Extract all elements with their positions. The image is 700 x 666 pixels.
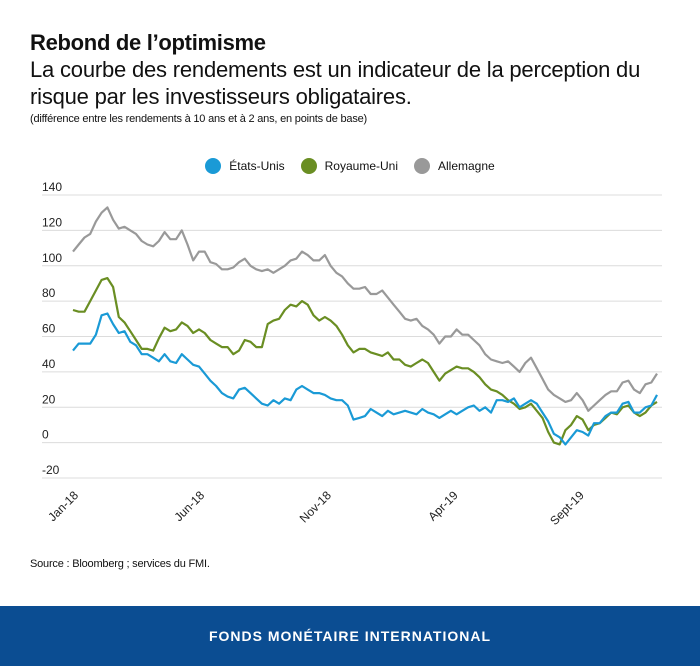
chart-note: (différence entre les rendements à 10 an… (30, 113, 368, 125)
y-tick-label: 20 (42, 392, 56, 406)
legend-label: Allemagne (438, 159, 495, 173)
y-tick-label: 80 (42, 286, 56, 300)
x-tick-label: Jan-18 (45, 488, 81, 524)
x-tick-label: Nov-18 (297, 488, 334, 525)
chart-title: Rebond de l’optimisme (30, 30, 266, 55)
legend-marker-icon (414, 158, 430, 174)
y-tick-label: 120 (42, 215, 62, 229)
legend-label: Royaume-Uni (324, 159, 398, 173)
series-line-de (72, 206, 658, 412)
chart-subtitle: La courbe des rendements est un indicate… (30, 57, 641, 109)
y-tick-label: 100 (42, 251, 62, 265)
footer-banner: FONDS MONÉTAIRE INTERNATIONAL (0, 606, 700, 666)
series-line-us (72, 312, 658, 446)
x-tick-label: Sept-19 (547, 488, 587, 528)
y-tick-label: 60 (42, 322, 56, 336)
footer-brand: FONDS MONÉTAIRE INTERNATIONAL (208, 628, 492, 644)
series-line-uk (72, 277, 658, 446)
y-tick-label: 0 (42, 428, 49, 442)
legend-label: États-Unis (229, 159, 285, 173)
legend-marker-icon (300, 158, 317, 174)
legend-marker-icon (205, 158, 222, 174)
x-tick-label: Jun-18 (171, 488, 207, 524)
legend: États-Unis Royaume-Uni Allemagne (0, 158, 700, 174)
x-tick-label: Apr-19 (425, 488, 461, 524)
legend-item-us[interactable]: États-Unis (205, 158, 285, 174)
y-tick-label: -20 (42, 463, 60, 477)
legend-item-uk[interactable]: Royaume-Uni (300, 158, 398, 174)
line-chart: 140 120 100 80 60 40 20 0 -20 Jan-18 Jun-18 Nov-18 A… (42, 180, 662, 528)
legend-item-de[interactable]: Allemagne (414, 158, 495, 174)
y-tick-label: 140 (42, 180, 62, 194)
source-note: Source : Bloomberg ; services du FMI. (30, 558, 210, 570)
y-tick-label: 40 (42, 357, 56, 371)
